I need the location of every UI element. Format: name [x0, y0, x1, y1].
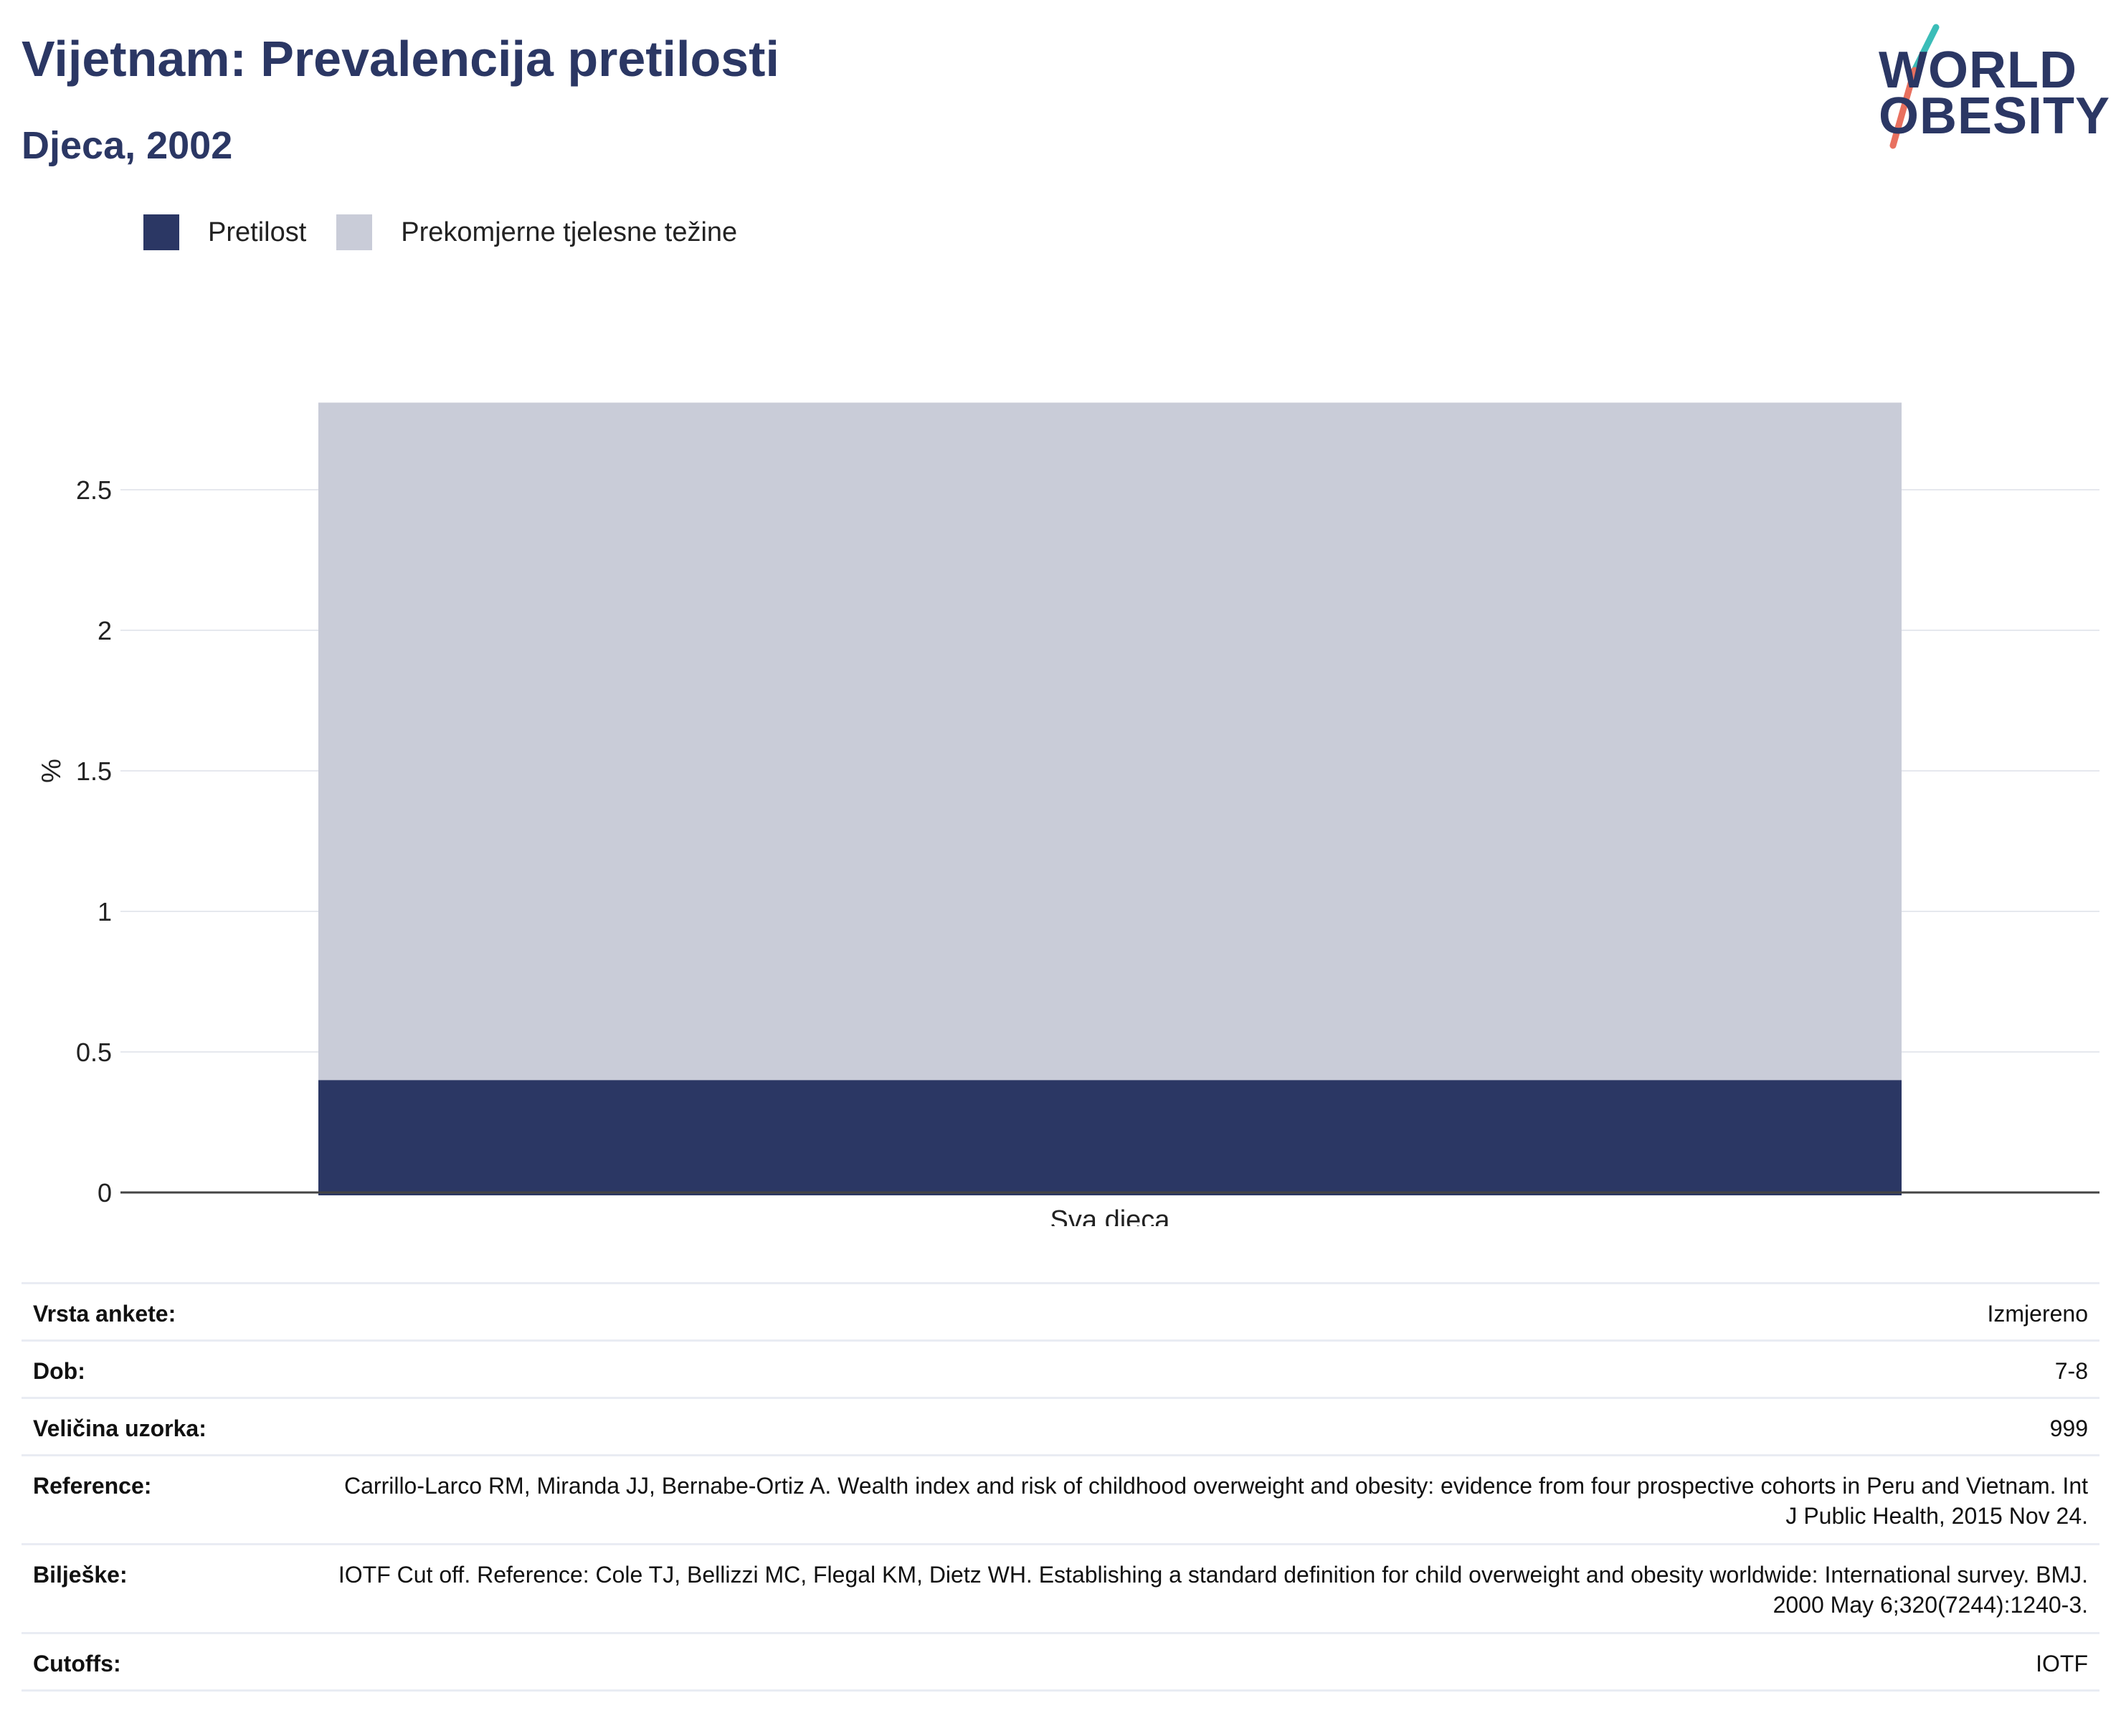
logo-word-obesity: OBESITY — [1879, 87, 2111, 145]
y-tick-label: 1.5 — [76, 756, 112, 786]
legend-swatch-prekomjerne — [336, 214, 373, 250]
y-tick-label: 2 — [98, 616, 112, 645]
bar-segment-pretilost — [318, 1080, 1902, 1195]
world-obesity-logo: WORLD OBESITY — [1864, 20, 2111, 156]
y-tick-label: 1 — [98, 897, 112, 926]
chart-legend: Pretilost Prekomjerne tjelesne težine — [143, 214, 767, 251]
legend-swatch-pretilost — [143, 214, 179, 250]
table-row: Cutoffs: IOTF — [22, 1632, 2099, 1692]
logo-word-world: WORLD — [1879, 42, 2077, 99]
row-value: Izmjereno — [323, 1282, 2099, 1341]
logo-slash-icon — [1889, 24, 1940, 149]
row-label: Vrsta ankete: — [22, 1282, 323, 1341]
table-row: Reference: Carrillo-Larco RM, Miranda JJ… — [22, 1454, 2099, 1545]
legend-label: Pretilost — [208, 217, 307, 247]
row-label: Dob: — [22, 1339, 323, 1398]
row-label: Veličina uzorka: — [22, 1397, 323, 1456]
legend-item-prekomjerne[interactable]: Prekomjerne tjelesne težine — [336, 214, 737, 250]
row-value: IOTF Cut off. Reference: Cole TJ, Belliz… — [323, 1543, 2099, 1633]
row-label: Bilješke: — [22, 1543, 323, 1633]
row-value: 999 — [323, 1397, 2099, 1456]
x-tick-label: Sva djeca — [1050, 1205, 1171, 1226]
row-label: Reference: — [22, 1454, 323, 1545]
y-tick-label: 0.5 — [76, 1038, 112, 1067]
y-tick-label: 0 — [98, 1178, 112, 1208]
table-row: Dob: 7-8 — [22, 1339, 2099, 1398]
table-row: Bilješke: IOTF Cut off. Reference: Cole … — [22, 1543, 2099, 1633]
chart-title: Vijetnam: Prevalencija pretilosti — [22, 31, 779, 87]
y-axis-label: % — [37, 759, 67, 783]
table-row: Veličina uzorka: 999 — [22, 1397, 2099, 1456]
row-value: IOTF — [323, 1632, 2099, 1692]
legend-item-pretilost[interactable]: Pretilost — [143, 214, 306, 250]
chart-subtitle: Djeca, 2002 — [22, 124, 233, 167]
survey-info-table: Vrsta ankete: Izmjereno Dob: 7-8 Veličin… — [22, 1282, 2099, 1692]
table-row: Vrsta ankete: Izmjereno — [22, 1282, 2099, 1341]
row-label: Cutoffs: — [22, 1632, 323, 1692]
stacked-bar-chart: 0 0.5 1 1.5 2 2.5% Sva djeca — [37, 402, 2099, 1226]
bar-segment-prekomjerne — [318, 402, 1902, 1081]
legend-label: Prekomjerne tjelesne težine — [401, 217, 738, 247]
y-tick-label: 2.5 — [76, 475, 112, 505]
row-value: 7-8 — [323, 1339, 2099, 1398]
row-value: Carrillo-Larco RM, Miranda JJ, Bernabe-O… — [323, 1454, 2099, 1545]
